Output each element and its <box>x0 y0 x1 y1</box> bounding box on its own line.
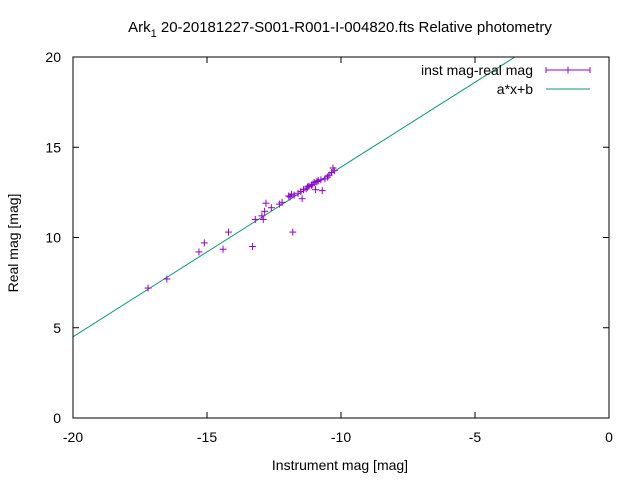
data-series <box>72 56 516 338</box>
data-point <box>318 187 326 195</box>
data-point <box>144 284 152 292</box>
data-point <box>262 199 270 207</box>
data-point <box>312 186 320 194</box>
data-point <box>258 212 266 220</box>
data-point <box>304 183 311 191</box>
data-point <box>324 173 332 181</box>
x-tick-label: 0 <box>605 429 613 445</box>
data-point <box>259 215 267 223</box>
y-tick-label: 20 <box>45 49 61 65</box>
data-point <box>309 180 317 188</box>
legend-label-fit: a*x+b <box>497 81 533 97</box>
axis-ticks: -20 -15 -10 -5 0 0 5 10 15 20 <box>45 49 613 445</box>
data-point <box>330 167 338 175</box>
y-tick-label: 5 <box>53 320 61 336</box>
data-point <box>290 191 298 199</box>
legend-symbol-inst-mag <box>545 66 591 74</box>
data-point <box>219 245 227 253</box>
data-point <box>278 198 286 206</box>
y-tick-label: 0 <box>53 410 61 426</box>
data-point <box>200 239 208 247</box>
data-point <box>317 176 325 184</box>
data-point <box>313 178 321 186</box>
data-point <box>251 215 259 223</box>
data-point <box>289 228 297 236</box>
x-tick-label: -15 <box>197 429 217 445</box>
x-tick-label: -20 <box>63 429 83 445</box>
data-point <box>298 195 306 203</box>
data-point <box>195 248 203 256</box>
x-axis-label: Instrument mag [mag] <box>272 457 408 473</box>
x-tick-label: -10 <box>331 429 351 445</box>
data-point <box>261 207 269 215</box>
x-tick-label: -5 <box>469 429 482 445</box>
data-point <box>163 275 171 283</box>
legend: inst mag-real mag a*x+b <box>421 62 591 97</box>
chart-title: Ark1 20-20181227-S001-R001-I-004820.fts … <box>128 19 552 40</box>
data-point <box>267 204 275 212</box>
data-point <box>249 243 257 251</box>
y-axis-label: Real mag [mag] <box>5 194 21 293</box>
y-tick-label: 15 <box>45 139 61 155</box>
data-point <box>224 228 232 236</box>
legend-label-inst-mag: inst mag-real mag <box>421 62 533 78</box>
plot-frame <box>72 56 610 419</box>
y-tick-label: 10 <box>45 230 61 246</box>
